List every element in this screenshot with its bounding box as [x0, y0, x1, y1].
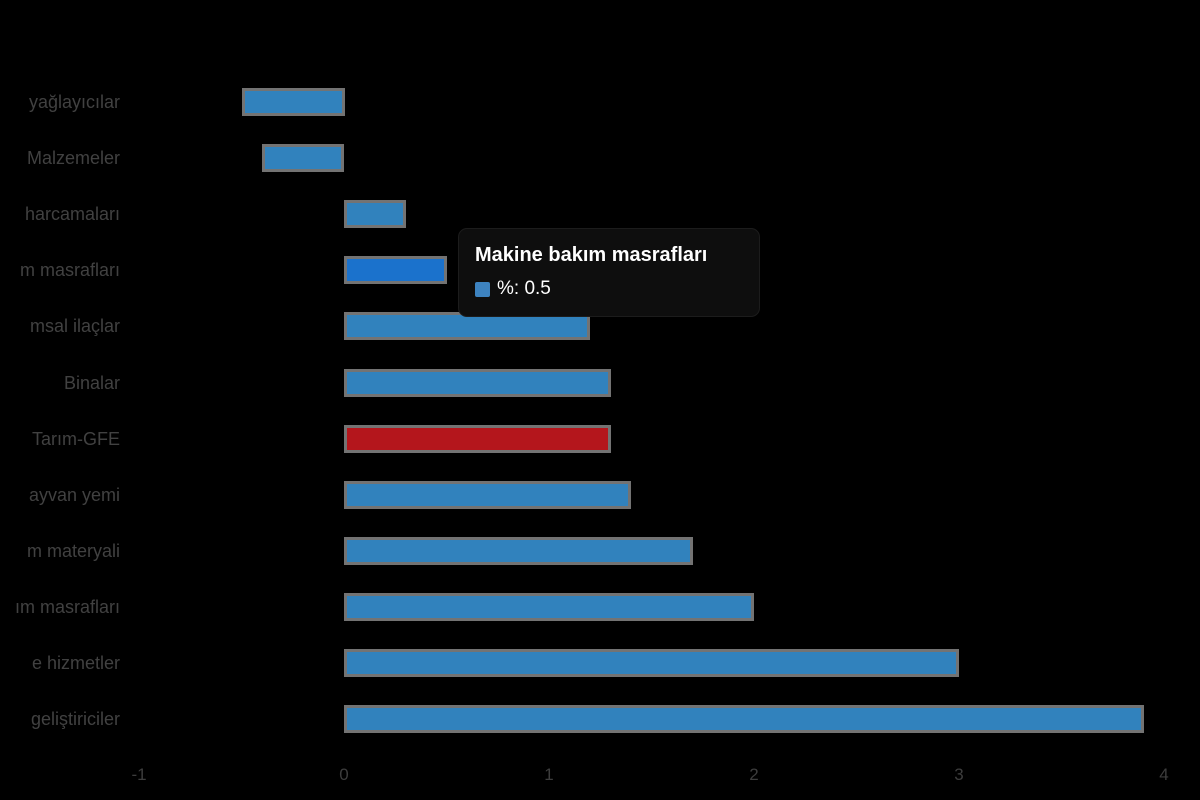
tooltip-value-row: %: 0.5: [475, 278, 743, 300]
y-axis-label: m materyali: [26, 541, 120, 561]
bar[interactable]: [262, 144, 344, 172]
y-axis-label: harcamaları: [24, 204, 120, 224]
y-axis-label: ım masrafları: [14, 597, 120, 617]
bar[interactable]: [242, 88, 345, 116]
y-axis-label: m masrafları: [19, 260, 120, 280]
bar[interactable]: [344, 200, 406, 228]
x-axis-tick-label: 3: [954, 765, 964, 784]
tooltip: Makine bakım masrafları %: 0.5: [458, 228, 760, 317]
bar-hovered[interactable]: [344, 256, 447, 284]
tooltip-series-swatch-icon: [475, 281, 490, 297]
tooltip-value: %: 0.5: [497, 278, 551, 299]
y-axis-label: Malzemeler: [26, 148, 120, 168]
x-axis-tick-label: 4: [1159, 765, 1169, 784]
bar[interactable]: [344, 369, 611, 397]
y-axis-label: yağlayıcılar: [28, 92, 120, 112]
y-axis-label: ayvan yemi: [28, 485, 120, 505]
y-axis-label: e hizmetler: [31, 653, 120, 673]
y-axis-label: msal ilaçlar: [29, 316, 120, 336]
y-axis-label: Binalar: [63, 373, 120, 393]
x-axis-tick-label: 1: [544, 765, 554, 784]
bar[interactable]: [344, 593, 754, 621]
x-axis-tick-label: -1: [131, 765, 147, 784]
y-axis-label: geliştiriciler: [30, 709, 120, 729]
x-axis-tick-label: 0: [339, 765, 349, 784]
bar-highlight-red[interactable]: [344, 425, 611, 453]
y-axis-label: Tarım-GFE: [32, 429, 120, 449]
tooltip-title: Makine bakım masrafları: [475, 244, 708, 266]
bar[interactable]: [344, 537, 693, 565]
bar[interactable]: [344, 481, 631, 509]
x-axis-tick-label: 2: [749, 765, 759, 784]
bar[interactable]: [344, 649, 959, 677]
bar[interactable]: [344, 705, 1144, 733]
